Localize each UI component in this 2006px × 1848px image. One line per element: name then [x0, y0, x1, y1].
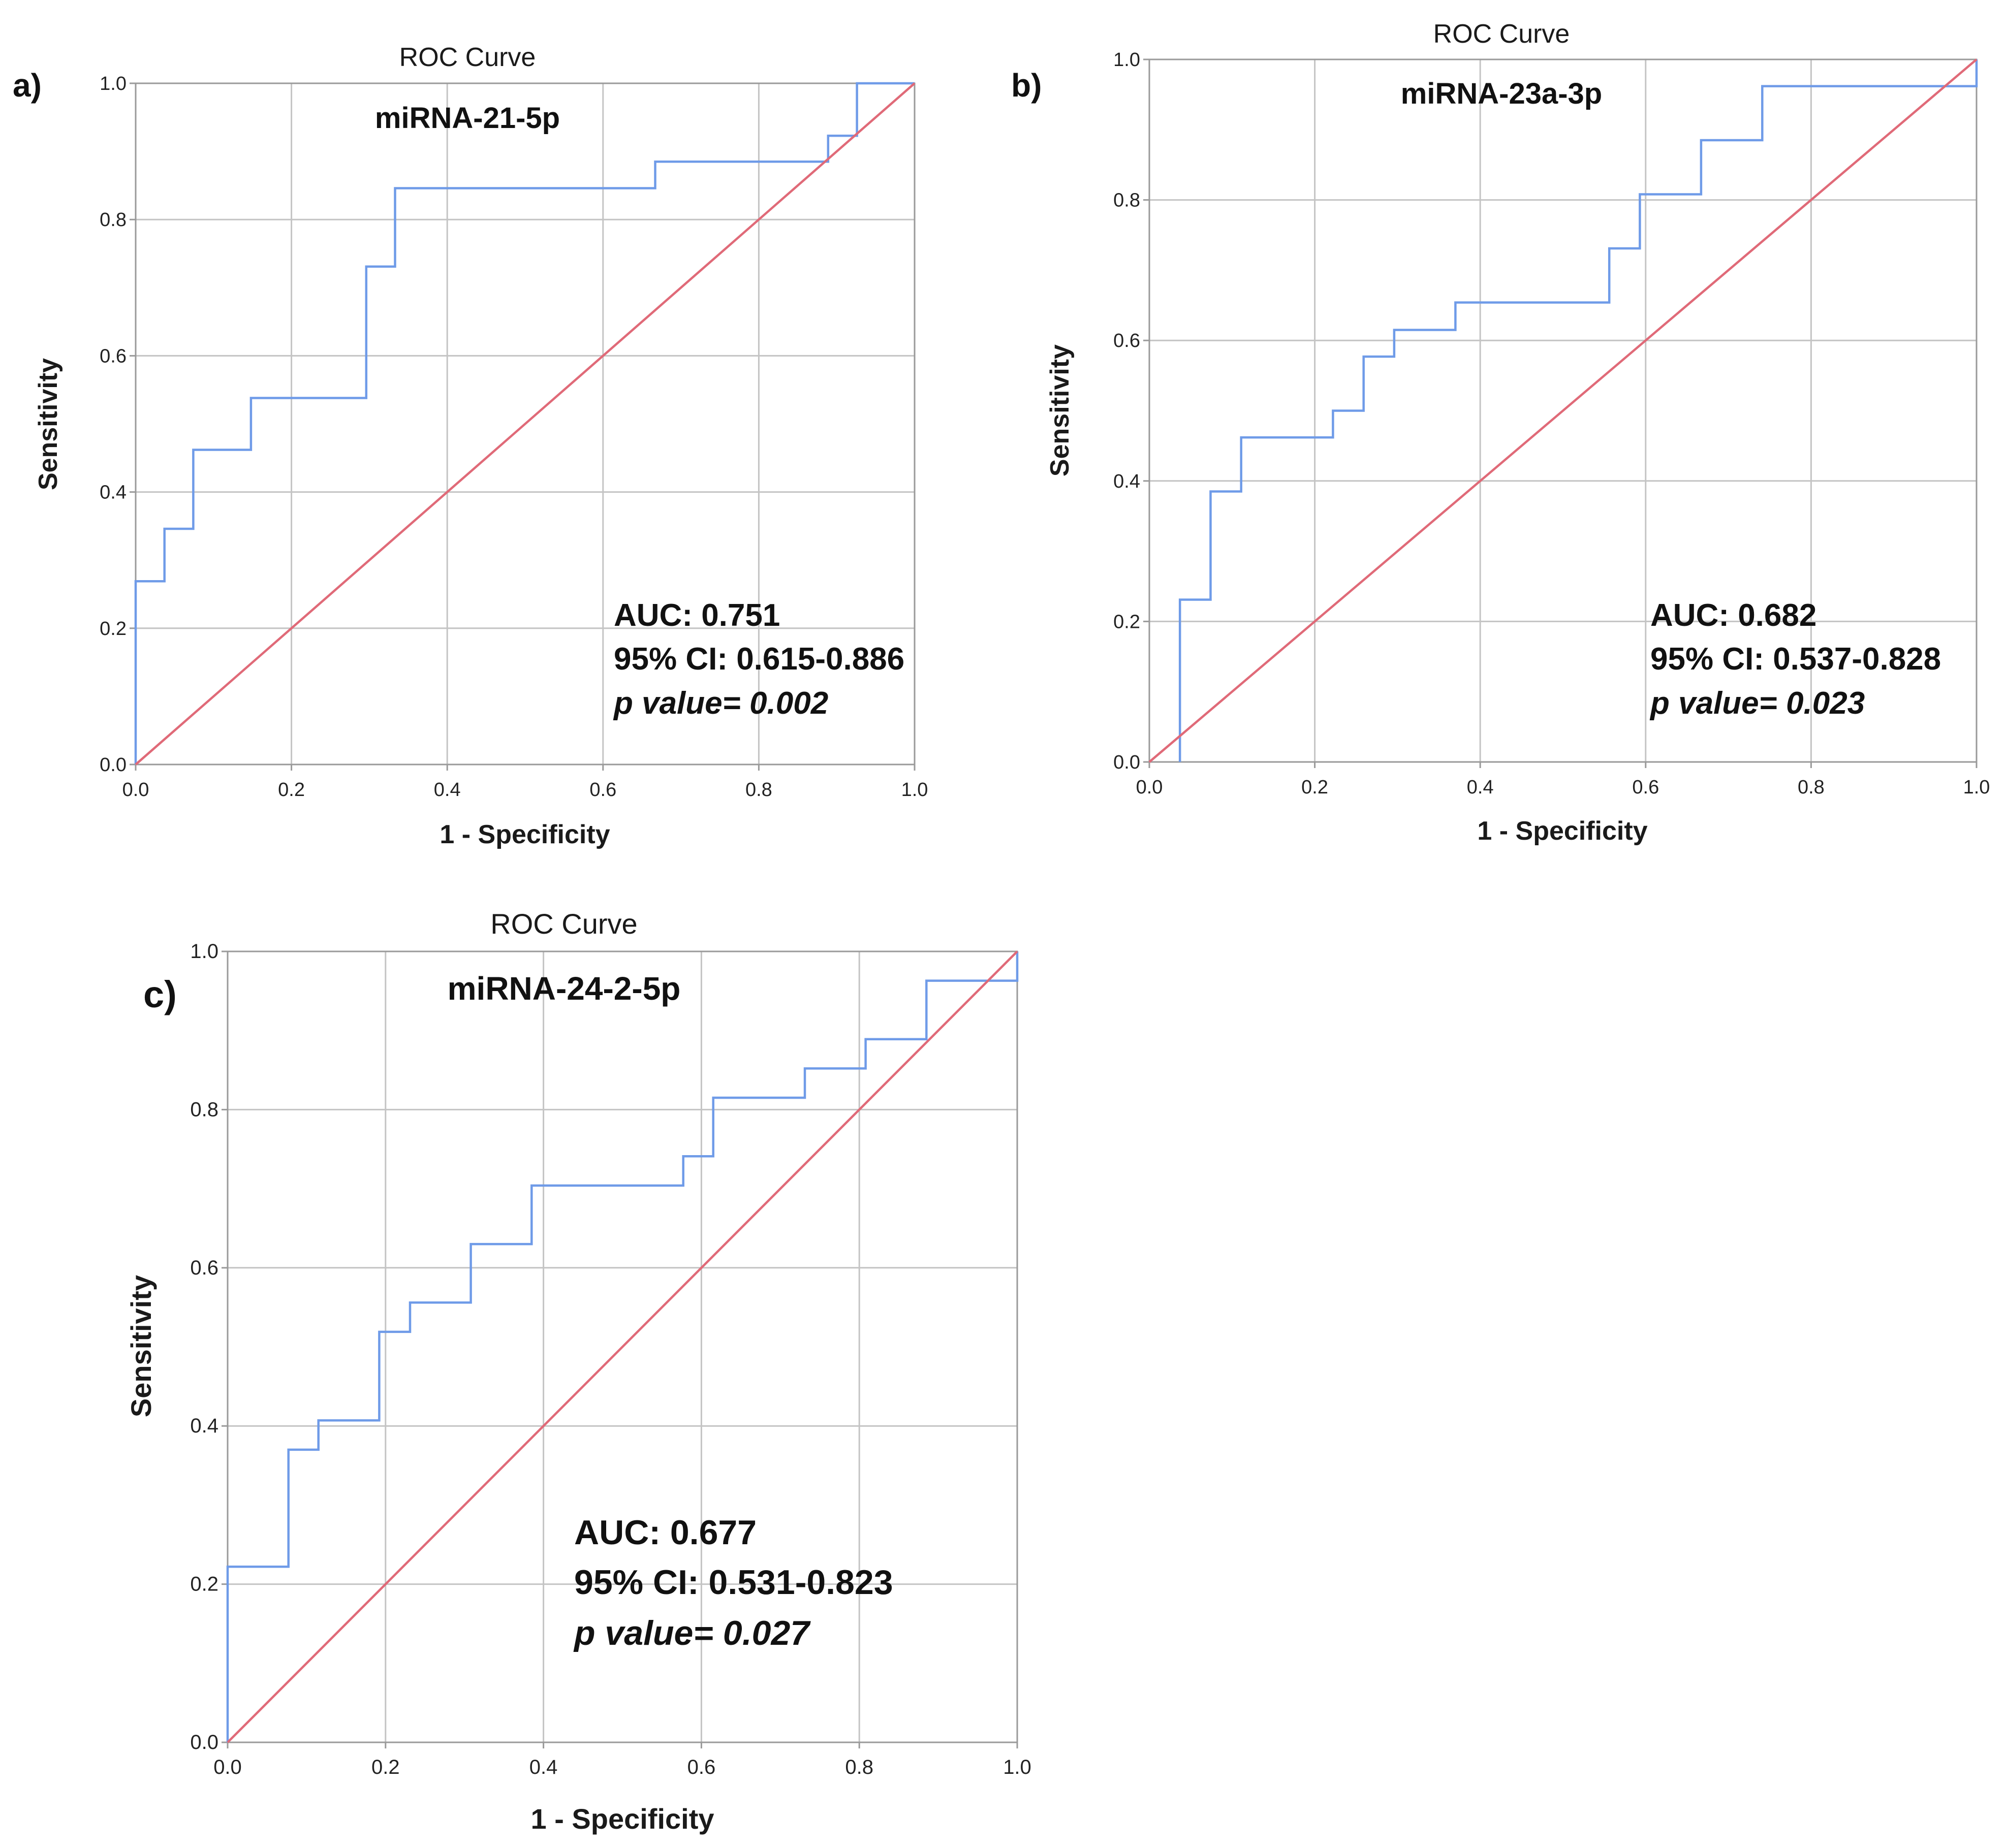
- x-tick-label: 0.2: [1301, 777, 1328, 798]
- roc-panel-a: 0.0 0.2 0.4 0.6 0.8 1.0 0.0 0.2 0.4 0.6 0.8 1.0 a) RO…: [13, 43, 928, 849]
- confidence-interval: 95% CI: 0.531-0.823: [574, 1563, 893, 1602]
- x-tick-label: 0.2: [278, 779, 305, 801]
- y-tick-label: 0.0: [1113, 752, 1140, 773]
- chart-title: ROC Curve: [490, 908, 637, 940]
- y-tick-label: 0.8: [190, 1098, 218, 1121]
- x-axis-label: 1 - Specificity: [440, 820, 610, 849]
- y-axis-label: Sensitivity: [34, 358, 63, 490]
- plot-frame: [1148, 58, 1978, 763]
- y-tick-label: 0.6: [190, 1257, 218, 1279]
- x-tick-label: 0.6: [687, 1756, 716, 1778]
- y-axis-label: Sensitivity: [125, 1275, 157, 1417]
- x-tick-label: 0.4: [529, 1756, 558, 1778]
- confidence-interval: 95% CI: 0.537-0.828: [1650, 642, 1941, 677]
- chart-subtitle: miRNA-24-2-5p: [448, 970, 681, 1007]
- chart-subtitle: miRNA-23a-3p: [1401, 77, 1602, 110]
- auc-value: AUC: 0.751: [614, 598, 780, 633]
- panel-label: c): [143, 973, 177, 1015]
- roc-curve-line: [1178, 59, 1978, 762]
- x-tick-label: 0.4: [434, 779, 461, 801]
- auc-value: AUC: 0.677: [574, 1513, 757, 1552]
- x-axis-label: 1 - Specificity: [1477, 816, 1647, 846]
- x-tick-label: 1.0: [901, 779, 928, 801]
- x-tick-label: 1.0: [1963, 777, 1990, 798]
- y-tick-label: 0.6: [1113, 330, 1140, 352]
- y-tick-label: 0.4: [190, 1415, 218, 1437]
- plot-frame: [135, 82, 916, 766]
- reference-line: [135, 82, 916, 766]
- auc-value: AUC: 0.682: [1650, 598, 1816, 633]
- confidence-interval: 95% CI: 0.615-0.886: [614, 642, 904, 677]
- x-tick-label: 0.2: [371, 1756, 400, 1778]
- chart-title: ROC Curve: [399, 43, 536, 72]
- reference-line: [227, 950, 1018, 1743]
- y-axis-label: Sensitivity: [1045, 344, 1075, 476]
- x-tick-label: 0.6: [589, 779, 616, 801]
- y-tick-label: 1.0: [100, 73, 127, 94]
- y-tick-label: 0.8: [100, 209, 127, 231]
- reference-line: [1148, 58, 1978, 763]
- x-tick-label: 0.4: [1467, 777, 1494, 798]
- y-tick-label: 0.4: [100, 482, 127, 503]
- y-tick-label: 0.6: [100, 345, 127, 367]
- x-tick-label: 1.0: [1003, 1756, 1031, 1778]
- y-tick-label: 0.2: [100, 618, 127, 640]
- x-tick-label: 0.0: [122, 779, 149, 801]
- p-value: p value= 0.002: [613, 686, 828, 721]
- y-tick-label: 0.2: [190, 1573, 218, 1596]
- panel-label: a): [13, 67, 42, 104]
- y-tick-label: 0.4: [1113, 471, 1140, 492]
- y-tick-label: 1.0: [1113, 49, 1140, 71]
- y-tick-label: 0.0: [190, 1731, 218, 1754]
- x-tick-label: 0.0: [1136, 777, 1163, 798]
- panel-label: b): [1011, 67, 1042, 104]
- p-value: p value= 0.023: [1649, 686, 1865, 721]
- x-axis-label: 1 - Specificity: [530, 1803, 714, 1835]
- y-tick-label: 0.0: [100, 754, 127, 776]
- x-tick-label: 0.8: [1798, 777, 1825, 798]
- x-tick-label: 0.0: [213, 1756, 242, 1778]
- roc-curve-line: [134, 82, 915, 764]
- x-tick-label: 0.8: [845, 1756, 873, 1778]
- x-tick-label: 0.6: [1632, 777, 1659, 798]
- y-tick-label: 0.8: [1113, 190, 1140, 211]
- chart-title: ROC Curve: [1433, 19, 1570, 49]
- x-tick-label: 0.8: [745, 779, 772, 801]
- roc-curve-line: [226, 951, 1019, 1742]
- roc-panel-b: 0.0 0.2 0.4 0.6 0.8 1.0 0.0 0.2 0.4 0.6 0.8 1.0 b) RO…: [1011, 19, 1990, 846]
- plot-frame: [227, 950, 1018, 1743]
- p-value: p value= 0.027: [573, 1614, 811, 1652]
- roc-panel-c: 0.0 0.2 0.4 0.6 0.8 1.0 0.0 0.2 0.4 0.6 0.8 1.0 c) RO…: [125, 908, 1031, 1835]
- y-tick-label: 1.0: [190, 940, 218, 963]
- chart-subtitle: miRNA-21-5p: [375, 102, 560, 135]
- y-tick-label: 0.2: [1113, 611, 1140, 632]
